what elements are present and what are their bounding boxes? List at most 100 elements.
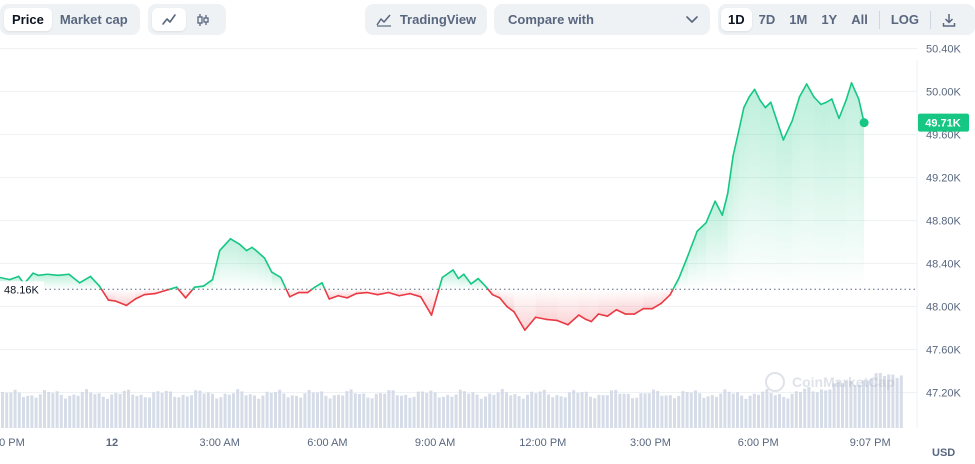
volume-bar [307,389,311,428]
candlestick-button[interactable] [186,8,220,31]
volume-bar [26,395,30,428]
y-tick-label: 48.00K [926,302,962,314]
line-up-segment [753,88,761,101]
volume-bar [425,392,429,428]
area-up-segment [47,274,59,290]
volume-bar [748,395,752,428]
log-scale-button[interactable]: LOG [890,12,920,27]
area-down-segment [557,289,568,325]
line-down-segment [409,292,422,298]
area-up-segment [733,132,739,290]
volume-bar [605,395,609,428]
volume-bar [584,391,588,428]
area-up-segment [58,274,69,290]
volume-bar [164,390,168,428]
volume-bar [673,398,676,428]
volume-bar [542,389,546,428]
area-up-segment [759,100,766,290]
line-up-segment [463,273,472,285]
line-up-segment [820,101,828,106]
line-down-segment [567,314,580,326]
area-down-segment [506,289,515,312]
tab-market-cap[interactable]: Market cap [59,12,128,27]
metric-toggle: Price Market cap [0,4,140,35]
volume-bar [131,394,135,428]
area-up-segment [792,96,800,290]
line-down-segment [143,292,156,296]
volume-bar [664,395,668,428]
chart-type-toggle [148,4,226,35]
volume-bar [143,397,147,428]
area-up-segment [252,247,258,290]
volume-bar [89,392,93,428]
volume-bar [668,395,672,428]
area-up-segment [838,100,847,290]
volume-bar [152,392,156,428]
price-chart[interactable]: CoinMarketCap 47.20K47.60K48.00K48.40K48… [0,40,975,464]
compare-with-dropdown[interactable]: Compare with [494,4,710,35]
volume-bar [614,389,618,428]
volume-bar [488,393,492,428]
area-up-segment [68,274,80,290]
x-axis: 9:00 PM 12 3:00 AM 6:00 AM 9:00 AM 12:00 PM 3:… [0,437,891,449]
volume-bar [5,392,9,428]
area-up-segment [783,120,793,290]
volume-bar [727,391,731,428]
volume-bar [694,390,697,428]
y-tick-label: 49.20K [926,173,962,185]
range-all[interactable]: All [851,12,868,27]
volume-bar [635,397,639,428]
line-down-segment [100,288,110,301]
area-down-segment [546,289,558,321]
volume-bar [496,392,500,428]
area-up-segment [858,99,865,290]
divider [930,10,932,29]
range-1d[interactable]: 1D [721,8,752,31]
volume-bar [593,398,597,428]
line-up-segment [0,276,11,281]
line-up-segment [32,272,40,277]
line-up-segment [672,276,681,291]
volume-bar [22,397,25,428]
volume-bar [408,397,412,428]
volume-bar [194,390,198,428]
volume-bar [547,394,550,428]
area-down-segment [514,289,525,331]
line-up-segment [8,275,20,281]
range-1m[interactable]: 1M [789,12,808,27]
volume-bar [30,395,34,428]
volume-bar [303,393,307,428]
volume-bar [862,380,865,428]
x-tick-label: 12 [106,437,118,449]
area-up-segment [79,276,91,290]
volume-bar [55,391,59,428]
volume-bar [169,391,172,428]
last-price-label: 49.71K [925,118,961,130]
volume-bar [269,393,273,428]
volume-bar [778,394,781,428]
volume-bar [463,391,466,428]
range-1y[interactable]: 1Y [821,12,838,27]
volume-bar [866,380,870,428]
line-down-segment [328,294,339,300]
line-up-segment [813,96,822,106]
range-7d[interactable]: 7D [758,12,776,27]
tradingview-button[interactable]: TradingView [365,4,487,35]
volume-bar [782,396,786,428]
volume-bar [64,398,67,428]
tab-price[interactable]: Price [4,8,52,31]
line-chart-button[interactable] [152,8,186,31]
volume-bar [433,392,437,428]
volume-bar [647,393,651,428]
volume-bar [101,396,105,428]
volume-bar [790,393,794,428]
volume-bar [505,392,508,428]
area-up-segment [257,251,265,290]
line-down-segment [107,299,117,302]
download-button[interactable] [935,8,963,31]
volume-bar [643,393,647,428]
volume-bar [383,393,387,428]
line-up-segment [845,82,853,101]
volume-bar [114,392,118,428]
line-down-segment [660,293,672,305]
